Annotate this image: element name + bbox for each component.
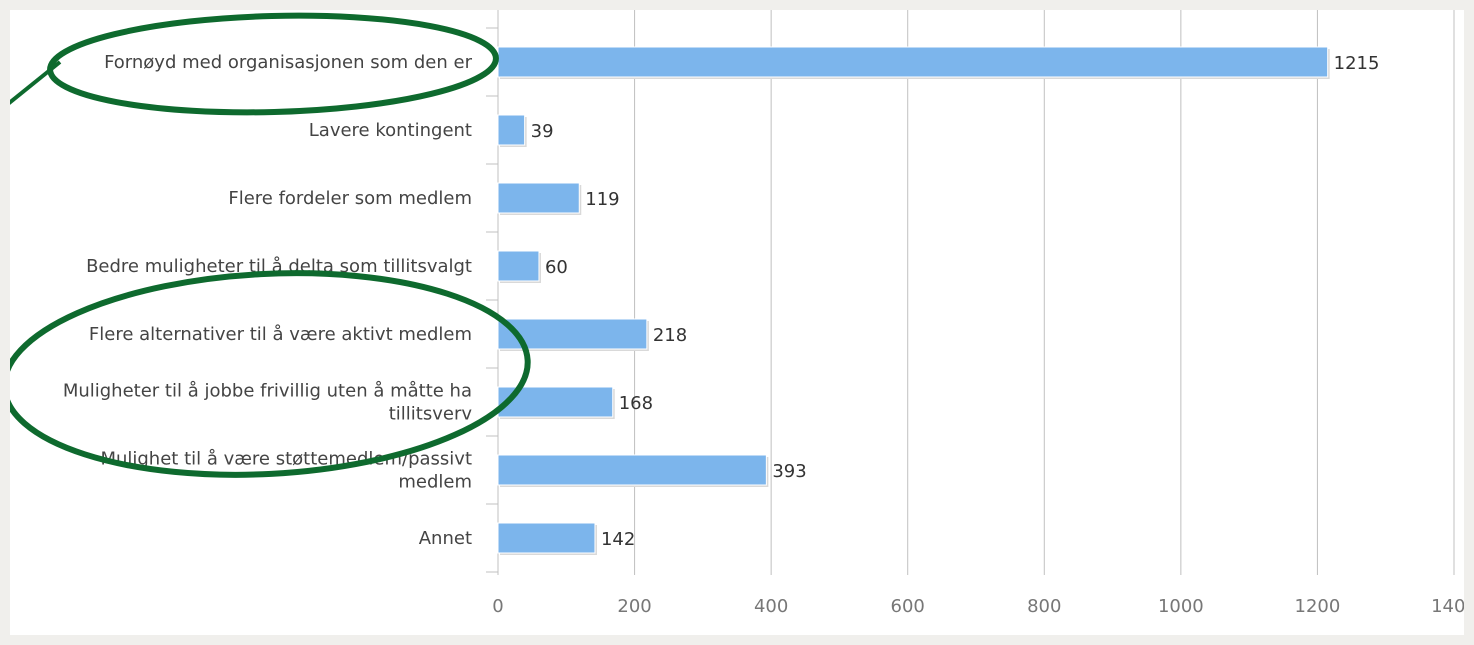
bar xyxy=(497,114,526,146)
data-label: 142 xyxy=(601,529,635,550)
bar xyxy=(497,46,1329,78)
bar xyxy=(497,250,540,282)
category-label: Flere alternativer til å være aktivt med… xyxy=(89,324,472,345)
data-label: 168 xyxy=(619,393,653,414)
category-label: Lavere kontingent xyxy=(309,120,472,141)
category-label: Muligheter til å jobbe frivillig uten å … xyxy=(63,381,472,402)
data-label: 39 xyxy=(531,121,554,142)
category-label: Flere fordeler som medlem xyxy=(228,188,472,209)
bar xyxy=(497,522,596,554)
annotation-pointer xyxy=(10,60,62,105)
bar xyxy=(497,454,767,486)
bars xyxy=(497,46,1330,555)
data-label: 393 xyxy=(772,461,806,482)
bar-chart: Fornøyd med organisasjonen som den er Lav… xyxy=(10,10,1464,617)
x-tick-label: 400 xyxy=(754,596,788,617)
data-label: 119 xyxy=(585,189,619,210)
data-label: 1215 xyxy=(1334,53,1380,74)
chart-panel: Fornøyd med organisasjonen som den er Lav… xyxy=(10,10,1464,635)
category-label: Annet xyxy=(419,528,472,549)
x-tick-label: 200 xyxy=(617,596,651,617)
category-label: Fornøyd med organisasjonen som den er xyxy=(104,52,473,73)
x-tick-label: 1400 xyxy=(1431,596,1464,617)
x-tick-label: 600 xyxy=(891,596,925,617)
x-tick-label: 800 xyxy=(1027,596,1061,617)
data-labels: 1215 39 119 60 218 168 393 142 xyxy=(531,53,1380,550)
grid-lines xyxy=(634,10,1455,575)
y-axis xyxy=(486,10,499,575)
category-label: Bedre muligheter til å delta som tillits… xyxy=(86,256,472,277)
x-tick-label: 1200 xyxy=(1295,596,1341,617)
annotation-ellipse xyxy=(10,270,531,478)
category-labels: Fornøyd med organisasjonen som den er Lav… xyxy=(63,52,473,549)
x-tick-label: 1000 xyxy=(1158,596,1204,617)
category-label: Mulighet til å være støttemedlem/passivt xyxy=(100,449,472,470)
data-label: 60 xyxy=(545,257,568,278)
data-label: 218 xyxy=(653,325,687,346)
annotations xyxy=(10,12,531,478)
bar xyxy=(497,182,580,214)
category-label: tillitsverv xyxy=(389,404,473,425)
x-tick-labels: 0 200 400 600 800 1000 1200 1400 xyxy=(492,596,1464,617)
x-tick-label: 0 xyxy=(492,596,503,617)
category-label: medlem xyxy=(398,472,472,493)
